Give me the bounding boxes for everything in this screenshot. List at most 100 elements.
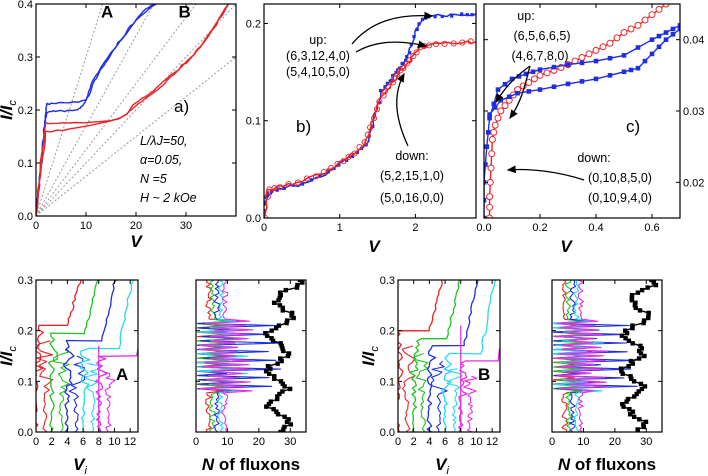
panel-b-red-marker — [266, 186, 273, 193]
bottom-B-left-junction-5-return — [462, 375, 478, 432]
panel-b-down-arrow — [396, 72, 409, 147]
panel-c-ytick-label: 0.04 — [683, 35, 704, 47]
bottom-A-right-total-fluxon-marker — [295, 282, 300, 288]
panel-a-series-B-down — [36, 4, 230, 216]
panel-a-guide-line — [36, 4, 104, 216]
panel-c-red-marker — [620, 29, 628, 37]
bottom-B-right-xlabel-rest: of fluxons — [575, 455, 656, 474]
bottom-B-right-xtick-label: 10 — [577, 436, 589, 448]
bottom-B-right-total-fluxon-marker — [630, 361, 636, 366]
panel-b-blue-marker — [412, 34, 416, 39]
bottom-A-right-total-fluxon-marker — [285, 353, 291, 359]
bottom-A-right-total-fluxon-marker — [275, 361, 280, 366]
bottom-B-right-total-fluxon-marker — [635, 427, 640, 432]
panel-b-blue-marker — [326, 170, 330, 174]
panel-b-red-marker — [312, 173, 320, 180]
panel-c-red-marker — [486, 214, 494, 218]
bottom-A-right-total-fluxon-marker — [280, 348, 286, 354]
panel-b-blue-marker — [400, 61, 404, 66]
panel-a-ylabel: I/Ic — [0, 100, 19, 120]
panel-b-up-label: up: — [309, 33, 326, 47]
bottom-B-left-junction-4-return — [446, 368, 463, 432]
bottom-A-right-xlabel-rest: of fluxons — [219, 455, 300, 474]
panel-c-blue-marker — [635, 45, 641, 50]
panel-b-ytick-label: 0.1 — [246, 116, 261, 128]
bottom-A-right-total-fluxon-marker — [282, 424, 287, 430]
bottom-A-right-total-fluxon-marker — [276, 323, 282, 328]
panel-c-blue-marker — [537, 67, 543, 72]
panel-a-series-B-up — [36, 4, 230, 216]
panel-a-annotation-line: α=0.05, — [140, 153, 182, 167]
bottom-B-right-total-fluxon-marker — [624, 331, 630, 336]
bottom-B-left-junction-3-return — [430, 360, 448, 432]
bottom-B-right-total-fluxon-marker — [636, 389, 641, 394]
bottom-A-right-total-fluxon-marker — [300, 280, 305, 285]
panel-c-red-marker — [501, 102, 509, 110]
bottom-A-right-total-fluxon-marker — [282, 414, 287, 419]
bottom-A-right-total-fluxon-marker — [278, 293, 283, 298]
bottom-B-right-xlabel: N of fluxons — [558, 455, 656, 474]
bottom-B-left-junction-2-return — [414, 352, 429, 432]
panel-c-red-marker — [627, 25, 635, 33]
panel-b-blue-marker — [350, 154, 355, 159]
panel-c-blue-marker — [491, 101, 497, 107]
bottom-B-right-total-fluxon-marker — [641, 318, 647, 323]
panel-a-label: a) — [174, 97, 189, 116]
bottom-B-right-total-fluxon-marker — [630, 323, 635, 328]
panel-c-red-marker — [486, 203, 494, 211]
bottom-B-right-total-fluxon-marker — [633, 300, 638, 305]
panel-a-ytick-label: 0.3 — [18, 52, 33, 64]
bottom-A-right-fluxon-curve — [196, 280, 242, 432]
panel-b-blue-marker — [409, 42, 413, 46]
panel-c-up-blue: (6,5,6,6,5) — [514, 29, 571, 43]
bottom-B-left-xtick-label: 10 — [470, 436, 482, 448]
bottom-B-right-total-fluxon-marker — [620, 371, 625, 376]
panel-c-blue-marker — [509, 76, 515, 82]
bottom-B-left-xtick-label: 12 — [486, 436, 498, 448]
bottom-A-right-total-fluxon-marker — [281, 427, 286, 432]
panel-b-up-arrow-2 — [355, 40, 428, 53]
bottom-B-right-total-fluxon-marker — [619, 333, 625, 338]
bottom-B-right-total-fluxon-marker — [643, 419, 649, 425]
panel-b-red-marker — [370, 115, 378, 122]
bottom-A-right-total-fluxon-marker — [284, 320, 289, 326]
panel-c-up-arrow-2 — [509, 65, 531, 120]
bottom-B-right-total-fluxon-marker — [626, 363, 631, 369]
panel-b-blue-marker — [420, 17, 425, 22]
bottom-B-right-total-fluxon-marker — [628, 374, 633, 379]
bottom-A-left-junction-3 — [62, 280, 117, 432]
panel-b-blue-marker — [440, 14, 444, 19]
panel-c-label: c) — [626, 117, 640, 136]
bottom-B-left-ylabel-sub: c — [369, 346, 381, 352]
panel-c-xlabel: V — [560, 237, 573, 256]
bottom-B-right-total-fluxon-marker — [642, 353, 647, 359]
panel-c-blue-marker — [526, 89, 532, 94]
panel-b-red-marker — [432, 41, 440, 48]
panel-c-blue-marker — [677, 23, 680, 28]
bottom-B-right-total-fluxon-marker — [629, 295, 635, 300]
bottom-B-right-frame — [551, 279, 663, 433]
bottom-A-left-xlabel-main: V — [73, 455, 86, 474]
panel-b-red-marker — [459, 39, 466, 46]
panel-b-red-marker — [410, 53, 417, 60]
panel-b-blue-marker — [383, 85, 387, 89]
panel-b-up-blue: (6,3,12,4,0) — [286, 49, 350, 63]
panel-c-blue-marker — [579, 79, 585, 84]
panel-c-down-arrow — [506, 165, 585, 181]
bottom-A-right-total-fluxon-marker — [275, 396, 280, 402]
panel-b-ytick-label: 0.2 — [246, 18, 261, 30]
panel-b-xlabel: V — [368, 237, 381, 256]
bottom-A-right-total-fluxon-marker — [280, 381, 286, 387]
panel-c-blue-marker — [656, 33, 662, 39]
panel-c-red-marker — [491, 121, 499, 129]
panel-b-ytick-label: 0.0 — [246, 213, 261, 225]
bottom-B-right-total-fluxon-marker — [632, 394, 637, 399]
bottom-B-right-total-fluxon-marker — [646, 315, 651, 321]
bottom-A-left-xtick-label: 12 — [124, 436, 136, 448]
bottom-A-right-total-fluxon-marker — [280, 346, 285, 351]
panel-b-red-marker — [303, 175, 310, 182]
panel-c-red-marker — [497, 107, 505, 115]
panel-c-red-marker — [662, 4, 670, 8]
bottom-B-right-total-fluxon-marker — [624, 399, 629, 404]
